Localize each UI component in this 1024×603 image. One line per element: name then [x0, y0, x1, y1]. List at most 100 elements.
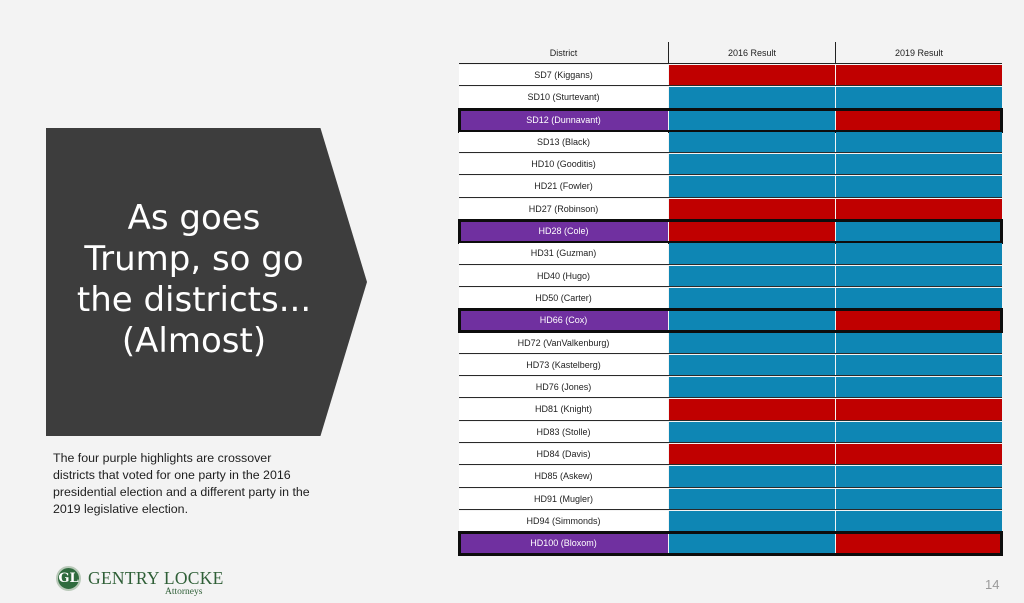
district-cell: HD21 (Fowler): [459, 176, 668, 198]
result-2016-democrat: [669, 533, 835, 555]
district-cell: HD83 (Stolle): [459, 421, 668, 444]
table-row: HD72 (VanValkenburg): [459, 332, 1002, 354]
result-2019-republican: [836, 533, 1002, 555]
row-divider: [459, 553, 1002, 555]
district-cell: HD40 (Hugo): [459, 265, 668, 287]
result-2016-democrat: [669, 109, 835, 131]
row-divider: [459, 263, 1002, 265]
district-cell: HD72 (VanValkenburg): [459, 332, 668, 354]
caption-text: The four purple highlights are crossover…: [53, 451, 310, 516]
district-cell: HD66 (Cox): [459, 310, 668, 332]
result-2019-democrat: [836, 221, 1002, 243]
result-2019-democrat: [836, 176, 1002, 198]
title-line: As goes: [127, 198, 261, 238]
result-2016-democrat: [669, 421, 835, 444]
district-cell: SD12 (Dunnavant): [459, 109, 668, 131]
logo-name: GENTRY LOCKE: [88, 568, 224, 588]
result-2016-democrat: [669, 354, 835, 377]
table-row: HD83 (Stolle): [459, 421, 1002, 444]
result-2016-democrat: [669, 466, 835, 488]
result-2016-democrat: [669, 243, 835, 265]
results-table: District 2016 Result 2019 Result SD7 (Ki…: [458, 42, 1003, 557]
table-row: SD10 (Sturtevant): [459, 86, 1002, 109]
district-cell: HD73 (Kastelberg): [459, 354, 668, 377]
result-2016-republican: [669, 399, 835, 421]
result-2019-democrat: [836, 488, 1002, 510]
result-2019-democrat: [836, 287, 1002, 310]
result-2016-republican: [669, 198, 835, 221]
result-2016-republican: [669, 444, 835, 466]
title-line: Trump, so go: [84, 239, 304, 279]
table-row: SD13 (Black): [459, 131, 1002, 154]
crossover-row: HD28 (Cole): [458, 219, 1003, 245]
result-2019-democrat: [836, 466, 1002, 488]
header-2019-result: 2019 Result: [894, 48, 944, 58]
row-divider: [459, 375, 1002, 377]
result-2016-democrat: [669, 154, 835, 176]
row-divider: [459, 442, 1002, 444]
header-rule: [459, 63, 1002, 64]
result-2016-democrat: [669, 377, 835, 399]
result-2019-republican: [836, 399, 1002, 421]
header-divider: [835, 42, 836, 64]
result-2016-democrat: [669, 287, 835, 310]
result-2019-democrat: [836, 154, 1002, 176]
row-divider: [459, 152, 1002, 154]
district-cell: SD13 (Black): [459, 131, 668, 154]
slide-title: As goes Trump, so go the districts... (A…: [46, 198, 342, 362]
result-2019-republican: [836, 444, 1002, 466]
table-row: HD85 (Askew): [459, 465, 1002, 488]
title-line: (Almost): [121, 321, 267, 361]
district-cell: HD50 (Carter): [459, 287, 668, 310]
district-cell: SD7 (Kiggans): [459, 65, 668, 87]
result-2016-republican: [669, 221, 835, 243]
title-arrow-block: [46, 128, 367, 436]
row-divider: [459, 174, 1002, 176]
table-row: HD31 (Guzman): [459, 242, 1002, 265]
row-divider: [459, 397, 1002, 399]
result-2019-republican: [836, 310, 1002, 332]
table-row: HD91 (Mugler): [459, 488, 1002, 510]
result-2019-republican: [836, 109, 1002, 131]
row-divider: [459, 419, 1002, 421]
result-2016-democrat: [669, 488, 835, 510]
result-2019-democrat: [836, 265, 1002, 287]
row-divider: [459, 196, 1002, 198]
logo-subtitle: Attorneys: [165, 587, 203, 597]
row-divider: [459, 352, 1002, 354]
table-header: District 2016 Result 2019 Result: [459, 42, 1002, 64]
table-row: HD27 (Robinson): [459, 198, 1002, 221]
district-cell: HD91 (Mugler): [459, 488, 668, 510]
row-divider: [459, 85, 1002, 87]
result-2016-democrat: [669, 131, 835, 154]
logo-emblem-icon: GL: [56, 566, 81, 591]
gentry-locke-logo: GL GENTRY LOCKE Attorneys: [56, 566, 256, 600]
result-2019-democrat: [836, 377, 1002, 399]
result-2019-democrat: [836, 421, 1002, 444]
row-divider: [459, 508, 1002, 510]
row-divider: [459, 285, 1002, 287]
table-row: HD76 (Jones): [459, 376, 1002, 399]
district-cell: HD10 (Gooditis): [459, 154, 668, 176]
page-number: 14: [985, 577, 1000, 592]
result-2019-republican: [836, 65, 1002, 87]
district-cell: HD100 (Bloxom): [459, 533, 668, 555]
result-2019-democrat: [836, 354, 1002, 377]
result-2019-democrat: [836, 87, 1002, 109]
result-2016-democrat: [669, 87, 835, 109]
district-cell: SD10 (Sturtevant): [459, 87, 668, 109]
table-body: SD7 (Kiggans) SD10 (Sturtevant) SD12 (Dunn…: [458, 64, 1003, 557]
result-2016-democrat: [669, 265, 835, 287]
district-cell: HD81 (Knight): [459, 399, 668, 421]
district-cell: HD84 (Davis): [459, 444, 668, 466]
result-2016-democrat: [669, 510, 835, 533]
crossover-row: HD66 (Cox): [458, 308, 1003, 334]
result-2019-democrat: [836, 510, 1002, 533]
result-2016-democrat: [669, 332, 835, 354]
result-2019-democrat: [836, 243, 1002, 265]
table-row: HD10 (Gooditis): [459, 153, 1002, 176]
header-district: District: [549, 48, 578, 58]
district-cell: HD94 (Simmonds): [459, 510, 668, 533]
table-row: SD7 (Kiggans): [459, 64, 1002, 87]
